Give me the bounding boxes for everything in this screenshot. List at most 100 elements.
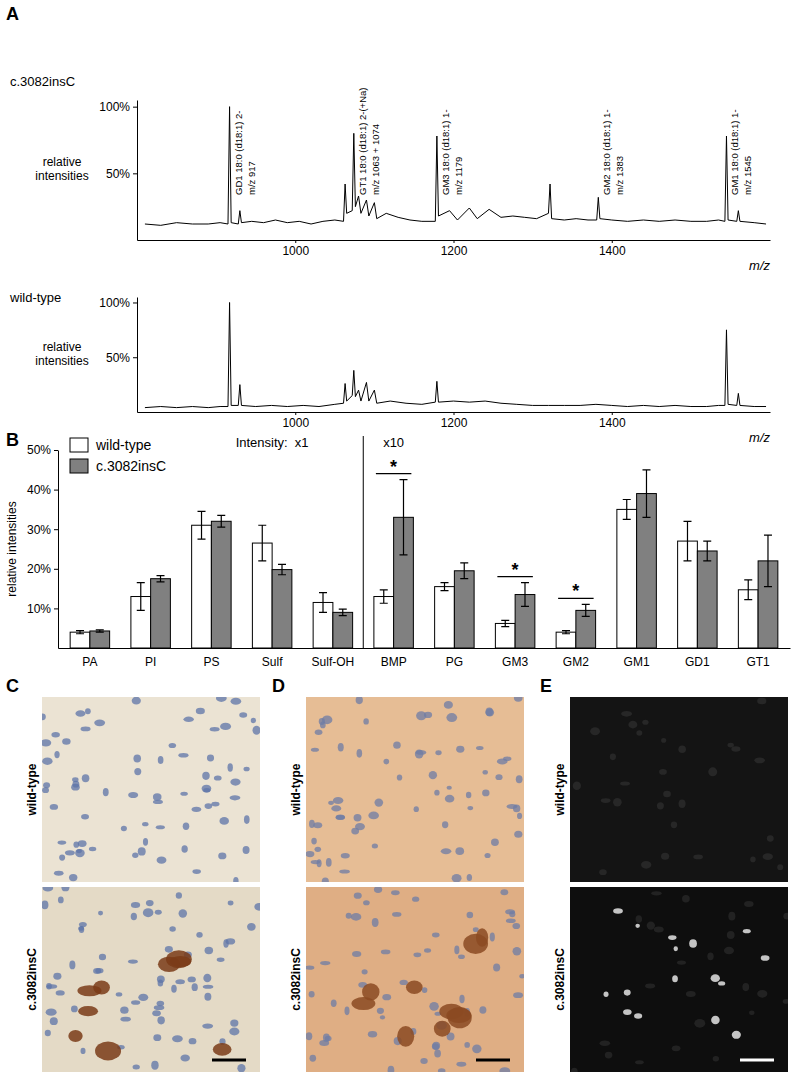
micrograph-texture: [500, 889, 508, 895]
micrograph-texture: [98, 911, 103, 916]
micrograph-texture: [51, 732, 59, 737]
micrograph-texture: [727, 743, 733, 748]
panel-label: C: [6, 676, 19, 696]
micrograph-texture: [357, 749, 363, 758]
micrograph-texture: [499, 1067, 510, 1072]
micrograph-texture: [82, 774, 90, 782]
micrograph: [306, 697, 524, 882]
tick: 30%: [27, 523, 58, 537]
micrograph-texture: [372, 843, 378, 848]
tick-label: 1200: [441, 244, 468, 258]
tick: 100%: [99, 296, 137, 310]
group-divider: [363, 436, 364, 648]
image-label: wild-type: [553, 763, 567, 816]
micrograph-texture: [219, 817, 229, 825]
error-bar: [582, 604, 590, 616]
micrograph-texture: [372, 918, 379, 927]
micrograph-texture: [43, 782, 50, 788]
micrograph-texture: [331, 805, 341, 811]
tick-label: 1000: [282, 416, 309, 430]
micrograph-texture: [237, 1064, 245, 1072]
micrograph-cell: [448, 1007, 472, 1028]
micrograph-texture: [600, 1040, 611, 1046]
micrograph-background: [42, 697, 260, 882]
micrograph-texture: [447, 786, 452, 790]
micrograph-texture: [509, 911, 515, 917]
micrograph-texture: [678, 745, 686, 753]
micrograph-texture: [229, 1028, 239, 1036]
micrograph-texture: [344, 1006, 349, 1015]
tick-mark: [54, 450, 58, 451]
micrograph-texture: [661, 738, 666, 743]
micrograph-texture: [677, 960, 686, 964]
micrograph-texture: [143, 908, 154, 917]
micrograph-texture: [216, 697, 227, 702]
y-axis-title-line: relative: [43, 155, 82, 169]
micrograph-texture: [599, 869, 607, 875]
micrograph-texture: [75, 849, 85, 857]
y-axis-title-line: intensities: [35, 354, 88, 368]
image-label: c.3082insC: [553, 948, 567, 1011]
y-axis-title: relativeintensities: [35, 155, 88, 183]
micrograph-cell: [624, 990, 631, 996]
micrograph-cell: [78, 1006, 98, 1016]
micrograph-texture: [58, 841, 67, 845]
micrograph-texture: [220, 723, 231, 730]
micrograph-texture: [153, 793, 162, 801]
micrograph-texture: [189, 1038, 197, 1044]
micrograph-texture: [686, 991, 696, 997]
micrograph-background: [306, 697, 524, 882]
tick-label: 100%: [99, 100, 130, 114]
micrograph-texture: [133, 754, 141, 762]
micrograph-cell: [213, 1043, 232, 1056]
tick-label: Sulf: [262, 655, 283, 669]
micrograph-texture: [214, 775, 222, 780]
micrograph-texture: [121, 826, 127, 831]
micrograph-texture: [503, 757, 511, 761]
axis-line: [137, 298, 138, 413]
micrograph-texture: [777, 864, 783, 870]
image-label: c.3082insC: [289, 948, 303, 1011]
micrograph-texture: [605, 1052, 613, 1059]
peak-annotation: m/z 1063 + 1074: [370, 124, 381, 195]
y-axis: 50%100%: [99, 296, 137, 413]
micrograph-texture: [192, 869, 200, 874]
micrograph-cell: [711, 974, 720, 982]
micrograph-texture: [377, 1008, 384, 1014]
micrograph-texture: [230, 795, 241, 800]
micrograph-texture: [490, 933, 495, 942]
micrograph-texture: [69, 960, 75, 969]
micrograph-texture: [244, 815, 250, 824]
micrograph-texture: [231, 698, 242, 705]
tick-label: 50%: [27, 443, 51, 457]
micrograph-texture: [157, 1001, 165, 1006]
micrograph-cell: [711, 1016, 720, 1025]
micrograph-texture: [458, 954, 465, 959]
micrograph-texture: [315, 729, 323, 734]
micrograph-texture: [356, 697, 363, 704]
micrograph-texture: [223, 939, 228, 948]
error-bar: [137, 583, 145, 611]
micrograph-texture: [679, 800, 686, 809]
micrograph-texture: [155, 910, 162, 915]
micrograph-texture: [203, 985, 214, 989]
micrograph-texture: [483, 770, 488, 775]
micrograph-texture: [315, 847, 322, 852]
tick-label: 40%: [27, 483, 51, 497]
micrograph-texture: [251, 718, 256, 723]
micrograph-texture: [416, 750, 427, 755]
image-label: wild-type: [25, 763, 39, 816]
micrograph-texture: [642, 720, 648, 725]
micrograph-texture: [192, 807, 202, 812]
tick: PS: [203, 648, 219, 669]
micrograph-texture: [331, 1000, 337, 1007]
micrograph-texture: [132, 853, 138, 859]
error-bar: [258, 525, 266, 561]
micrograph-texture: [204, 993, 211, 1001]
bar: [374, 597, 394, 648]
significance-mark: *: [390, 457, 397, 477]
micrograph-texture: [311, 748, 319, 752]
micrograph-texture: [472, 1044, 481, 1053]
micrograph-texture: [341, 853, 350, 859]
micrograph-texture: [54, 751, 59, 758]
